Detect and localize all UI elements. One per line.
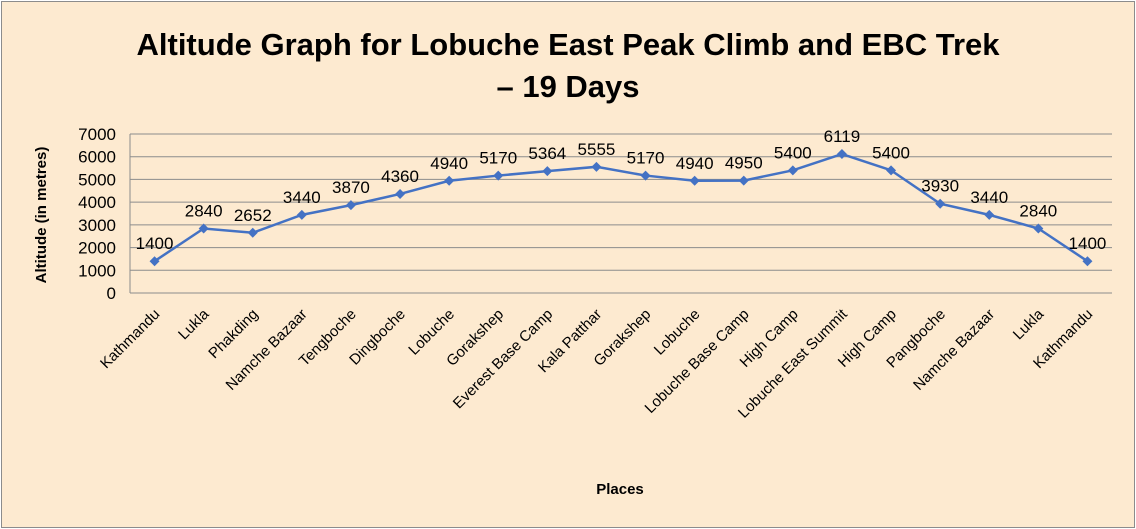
data-label: 3440 [970, 188, 1008, 207]
chart-title-line2: – 19 Days [496, 69, 639, 104]
y-tick-label: 3000 [78, 216, 116, 235]
data-point [689, 175, 700, 186]
data-label: 4940 [430, 154, 468, 173]
data-point [935, 198, 946, 209]
data-label: 2840 [185, 201, 223, 220]
y-axis-label: Altitude (in metres) [33, 147, 50, 284]
data-label: 5170 [479, 149, 517, 168]
data-point [1033, 223, 1044, 234]
data-label: 3870 [332, 178, 370, 197]
y-tick-label: 4000 [78, 193, 116, 212]
data-label: 1400 [1069, 234, 1107, 253]
data-label: 3440 [283, 188, 321, 207]
data-point [395, 188, 406, 199]
data-label: 2840 [1019, 201, 1057, 220]
data-label: 4360 [381, 167, 419, 186]
data-point [198, 223, 209, 234]
data-label: 5555 [578, 140, 616, 159]
data-point [1082, 256, 1093, 267]
y-tick-label: 5000 [78, 170, 116, 189]
data-point [591, 161, 602, 172]
data-point [345, 200, 356, 211]
y-tick-label: 6000 [78, 148, 116, 167]
data-point [493, 170, 504, 181]
data-point [444, 175, 455, 186]
y-tick-label: 0 [107, 284, 116, 303]
data-label: 3930 [921, 177, 959, 196]
data-label: 1400 [136, 234, 174, 253]
data-label: 2652 [234, 206, 272, 225]
data-label: 6119 [824, 127, 861, 146]
data-point [836, 149, 847, 160]
data-point [984, 209, 995, 220]
y-tick-label: 7000 [78, 125, 116, 144]
data-label: 4940 [676, 154, 714, 173]
y-tick-label: 1000 [78, 261, 116, 280]
data-point [640, 170, 651, 181]
data-label: 4950 [725, 154, 763, 173]
data-point [886, 165, 897, 176]
data-point [149, 256, 160, 267]
data-point [787, 165, 798, 176]
data-label: 5364 [528, 144, 566, 163]
data-label: 5400 [872, 143, 910, 162]
data-point [247, 227, 258, 238]
y-tick-label: 2000 [78, 239, 116, 258]
chart-title: Altitude Graph for Lobuche East Peak Cli… [137, 27, 1001, 62]
data-label: 5170 [627, 149, 665, 168]
x-axis-label: Places [596, 481, 644, 498]
data-point [738, 175, 749, 186]
series-line [153, 152, 1089, 263]
data-point [542, 166, 553, 177]
data-point [296, 209, 307, 220]
data-label: 5400 [774, 143, 812, 162]
